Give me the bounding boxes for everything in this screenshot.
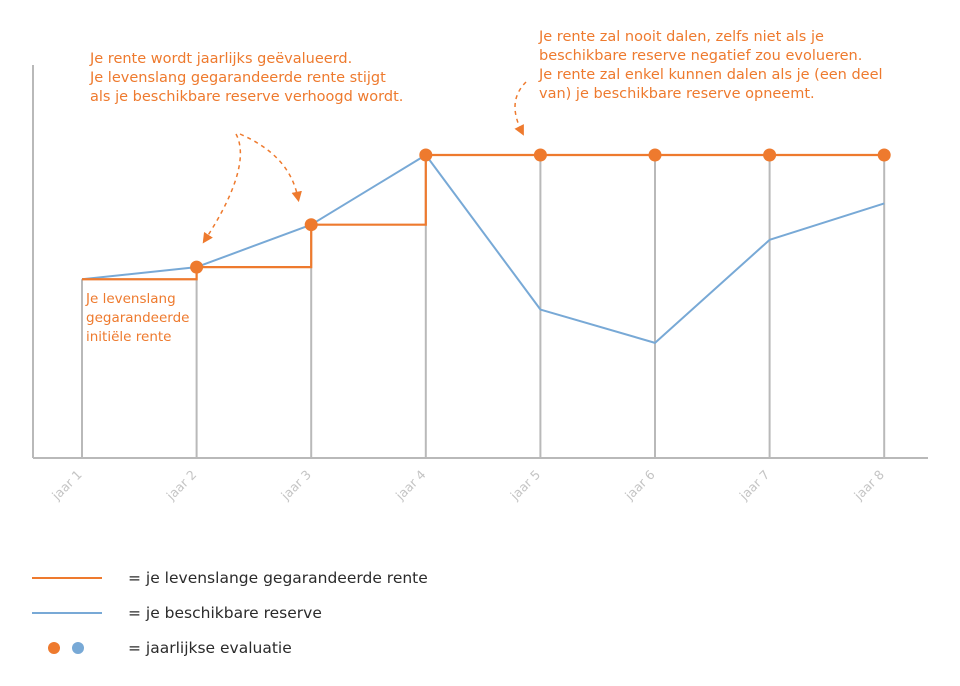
legend-item-reserve: = je beschikbare reserve: [32, 603, 322, 623]
annotation-line: Je levenslang: [86, 291, 176, 307]
blue-line-icon: [32, 612, 102, 614]
evaluation-marker: [877, 148, 891, 162]
legend-item-guaranteed: = je levenslange gegarandeerde rente: [32, 568, 428, 588]
orange-dot-icon: [48, 642, 60, 654]
annotation-line: van) je beschikbare reserve opneemt.: [539, 86, 815, 102]
legend-swatch-guaranteed: [32, 568, 102, 588]
annotation-yearly-evaluation: Je rente wordt jaarlijks geëvalueerd. Je…: [90, 50, 403, 107]
blue-dot-icon: [72, 642, 84, 654]
evaluation-marker: [304, 218, 318, 232]
legend-label-reserve: = je beschikbare reserve: [128, 604, 322, 622]
evaluation-marker: [190, 260, 204, 274]
annotation-line: beschikbare reserve negatief zou evoluer…: [539, 48, 863, 64]
annotation-arrows: [202, 81, 527, 244]
guaranteed-step-line: [82, 153, 885, 281]
x-tick-label: jaar 3: [277, 467, 314, 504]
axes: [32, 65, 928, 459]
x-tick-label: jaar 1: [48, 467, 85, 504]
guaranteed-series: [82, 153, 885, 281]
legend-swatch-reserve: [32, 603, 102, 623]
annotation-line: gegarandeerde: [86, 310, 190, 326]
annotation-line: als je beschikbare reserve verhoogd word…: [90, 89, 404, 105]
legend-label-evaluation: = jaarlijkse evaluatie: [128, 639, 292, 657]
evaluation-marker: [533, 148, 547, 162]
evaluation-markers: [190, 148, 891, 274]
evaluation-marker: [419, 148, 433, 162]
x-tick-labels: jaar 1 jaar 2 jaar 3 jaar 4 jaar 5 jaar 6 jaar…: [48, 467, 887, 504]
evaluation-marker: [763, 148, 777, 162]
annotation-never-decrease: Je rente zal nooit dalen, zelfs niet als…: [539, 28, 883, 104]
year-guide-lines: [81, 155, 886, 458]
evaluation-marker: [648, 148, 662, 162]
reserve-line: [81, 154, 885, 344]
annotation-line: Je levenslang gegarandeerde rente stijgt: [90, 70, 386, 86]
annotation-line: initiële rente: [86, 329, 172, 345]
annotation-initial-rente: Je levenslang gegarandeerde initiële ren…: [86, 290, 189, 347]
reserve-series: [81, 154, 885, 344]
annotation-line: Je rente wordt jaarlijks geëvalueerd.: [90, 51, 353, 67]
annotation-line: Je rente zal nooit dalen, zelfs niet als…: [539, 29, 824, 45]
annotation-arrow-year2: [202, 133, 242, 244]
x-tick-label: jaar 8: [850, 467, 887, 504]
x-tick-label: jaar 7: [736, 467, 773, 504]
legend-swatch-evaluation: [32, 638, 102, 658]
legend-label-guaranteed: = je levenslange gegarandeerde rente: [128, 569, 428, 587]
x-tick-label: jaar 6: [621, 467, 658, 504]
legend-item-evaluation: = jaarlijkse evaluatie: [32, 638, 292, 658]
orange-line-icon: [32, 577, 102, 579]
annotation-arrow-year5: [514, 81, 527, 136]
x-tick-label: jaar 5: [507, 467, 544, 504]
annotation-arrow-year3: [239, 133, 302, 203]
x-tick-label: jaar 2: [163, 467, 200, 504]
annotation-line: Je rente zal enkel kunnen dalen als je (…: [539, 67, 883, 83]
x-tick-label: jaar 4: [392, 467, 429, 504]
